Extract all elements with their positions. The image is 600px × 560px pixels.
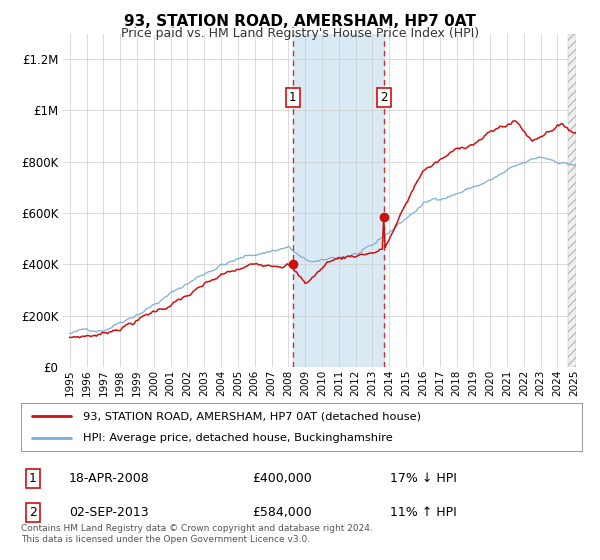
Text: Price paid vs. HM Land Registry's House Price Index (HPI): Price paid vs. HM Land Registry's House …	[121, 27, 479, 40]
Text: 1: 1	[289, 91, 296, 104]
Text: 2: 2	[29, 506, 37, 519]
Text: 93, STATION ROAD, AMERSHAM, HP7 0AT: 93, STATION ROAD, AMERSHAM, HP7 0AT	[124, 14, 476, 29]
Text: 11% ↑ HPI: 11% ↑ HPI	[390, 506, 457, 519]
Text: 02-SEP-2013: 02-SEP-2013	[69, 506, 149, 519]
Text: 2: 2	[380, 91, 388, 104]
Text: 93, STATION ROAD, AMERSHAM, HP7 0AT (detached house): 93, STATION ROAD, AMERSHAM, HP7 0AT (det…	[83, 411, 421, 421]
Text: 18-APR-2008: 18-APR-2008	[69, 472, 150, 486]
Text: 17% ↓ HPI: 17% ↓ HPI	[390, 472, 457, 486]
Text: £584,000: £584,000	[252, 506, 312, 519]
Text: £400,000: £400,000	[252, 472, 312, 486]
Bar	[293, 34, 383, 367]
Text: HPI: Average price, detached house, Buckinghamshire: HPI: Average price, detached house, Buck…	[83, 433, 392, 443]
Text: 1: 1	[29, 472, 37, 486]
Text: Contains HM Land Registry data © Crown copyright and database right 2024.
This d: Contains HM Land Registry data © Crown c…	[21, 524, 373, 544]
